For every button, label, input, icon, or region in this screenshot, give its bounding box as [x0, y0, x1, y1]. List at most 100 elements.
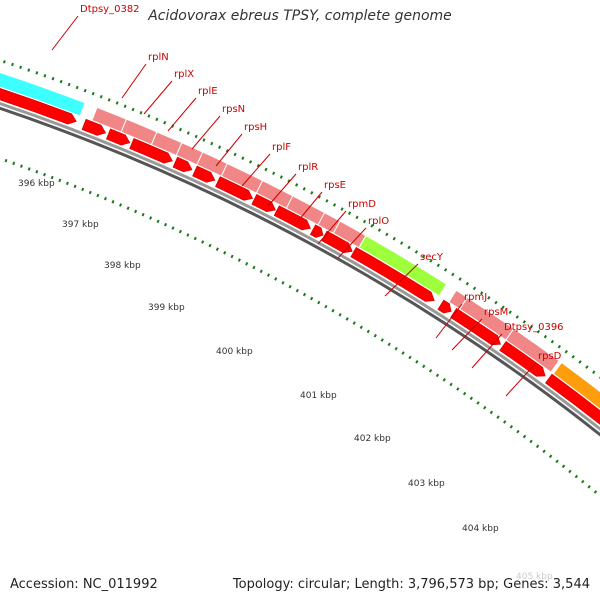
cds-arrow — [192, 165, 216, 183]
tick-mark — [380, 338, 384, 342]
tick-mark — [422, 364, 426, 369]
label-leader-line — [191, 115, 221, 150]
tick-mark — [27, 167, 31, 171]
tick-mark — [201, 240, 205, 244]
tick-mark — [529, 324, 534, 329]
tick-mark — [585, 365, 589, 369]
tick-mark — [483, 405, 487, 410]
tick-mark — [123, 104, 127, 108]
tick-mark — [501, 305, 505, 310]
tick-mark — [317, 300, 321, 305]
tick-mark — [516, 429, 520, 434]
tick-mark — [208, 243, 212, 248]
genome-backbone — [0, 102, 600, 437]
tick-mark — [65, 181, 69, 186]
gene-label-rplE: rplE — [198, 86, 218, 97]
tick-mark — [536, 329, 541, 334]
tick-mark — [542, 449, 546, 454]
tick-mark — [489, 410, 494, 415]
cds-arrow — [273, 205, 311, 231]
tick-mark — [58, 178, 62, 183]
tick-mark — [408, 355, 412, 360]
gene-segment — [358, 234, 448, 297]
tick-mark — [19, 65, 23, 70]
tick-mark — [529, 439, 533, 444]
tick-mark — [370, 224, 374, 228]
cds-arrow — [251, 193, 276, 213]
tick-mark — [428, 368, 433, 373]
backbone-line — [0, 106, 600, 437]
map-title: Acidovorax ebreus TPSY, complete genome — [148, 8, 452, 24]
tick-mark — [178, 229, 182, 234]
tick-mark — [480, 291, 484, 295]
tick-mark — [259, 269, 263, 274]
tick-mark — [568, 469, 572, 474]
tick-mark — [266, 273, 271, 277]
tick-mark — [392, 236, 396, 241]
tick-mark — [99, 94, 103, 99]
label-leader-line — [451, 318, 483, 351]
tick-mark — [494, 300, 498, 305]
tick-mark — [2, 60, 6, 64]
tick-mark — [472, 286, 477, 291]
tick-mark — [407, 245, 411, 250]
tick-mark — [429, 259, 433, 263]
tick-mark — [359, 325, 363, 330]
tick-mark — [274, 277, 278, 281]
tick-mark — [111, 200, 115, 204]
gene-label-rpsH: rpsH — [244, 122, 267, 133]
tick-mark — [51, 76, 55, 81]
tick-mark — [373, 333, 377, 338]
tick-mark — [272, 171, 276, 176]
tick-mark — [119, 203, 123, 207]
tick-mark — [4, 158, 8, 163]
tick-mark — [561, 464, 566, 469]
tick-mark — [27, 68, 31, 72]
tick-mark — [141, 212, 145, 217]
gene-label-rplX: rplX — [174, 69, 194, 80]
tick-mark — [362, 219, 367, 224]
cds-arrow — [309, 224, 324, 238]
tick-mark — [548, 454, 553, 459]
tick-mark — [193, 236, 197, 241]
gene-label-rplR: rplR — [298, 162, 318, 173]
tick-mark — [218, 145, 222, 149]
tick-mark — [522, 320, 527, 324]
cds-track — [0, 87, 600, 425]
tick-mark — [241, 156, 245, 160]
tick-mark — [131, 107, 135, 112]
tick-mark — [225, 149, 229, 153]
tick-mark — [469, 396, 473, 401]
tick-mark — [171, 226, 175, 230]
kbp-label: 405 kbp — [516, 572, 553, 582]
gene-label-rpmD: rpmD — [348, 199, 376, 210]
tick-mark — [310, 296, 314, 301]
tick-mark — [535, 444, 540, 449]
gene-label-rpsD: rpsD — [538, 351, 562, 362]
tick-mark — [487, 295, 491, 300]
cds-arrow — [545, 373, 600, 425]
tick-mark — [515, 315, 519, 319]
tick-mark — [462, 391, 467, 396]
cds-arrow — [105, 128, 131, 146]
tick-mark — [302, 292, 307, 297]
tick-mark — [302, 187, 306, 191]
tick-mark — [436, 263, 440, 268]
tick-mark — [331, 308, 335, 313]
tick-mark — [422, 254, 426, 259]
tick-mark — [252, 265, 256, 270]
tick-mark — [43, 74, 47, 78]
tick-mark — [465, 281, 469, 286]
tick-mark — [43, 172, 46, 177]
gene-track — [0, 71, 600, 410]
tick-mark — [366, 329, 370, 334]
gene-label-rpsM: rpsM — [484, 307, 508, 318]
tick-mark — [178, 127, 182, 132]
tick-mark — [83, 88, 87, 93]
tick-mark — [35, 170, 39, 174]
tick-mark — [401, 351, 405, 355]
tick-mark — [155, 117, 159, 122]
label-leader-line — [51, 15, 79, 51]
tick-mark — [67, 82, 71, 87]
tick-mark — [543, 334, 548, 339]
